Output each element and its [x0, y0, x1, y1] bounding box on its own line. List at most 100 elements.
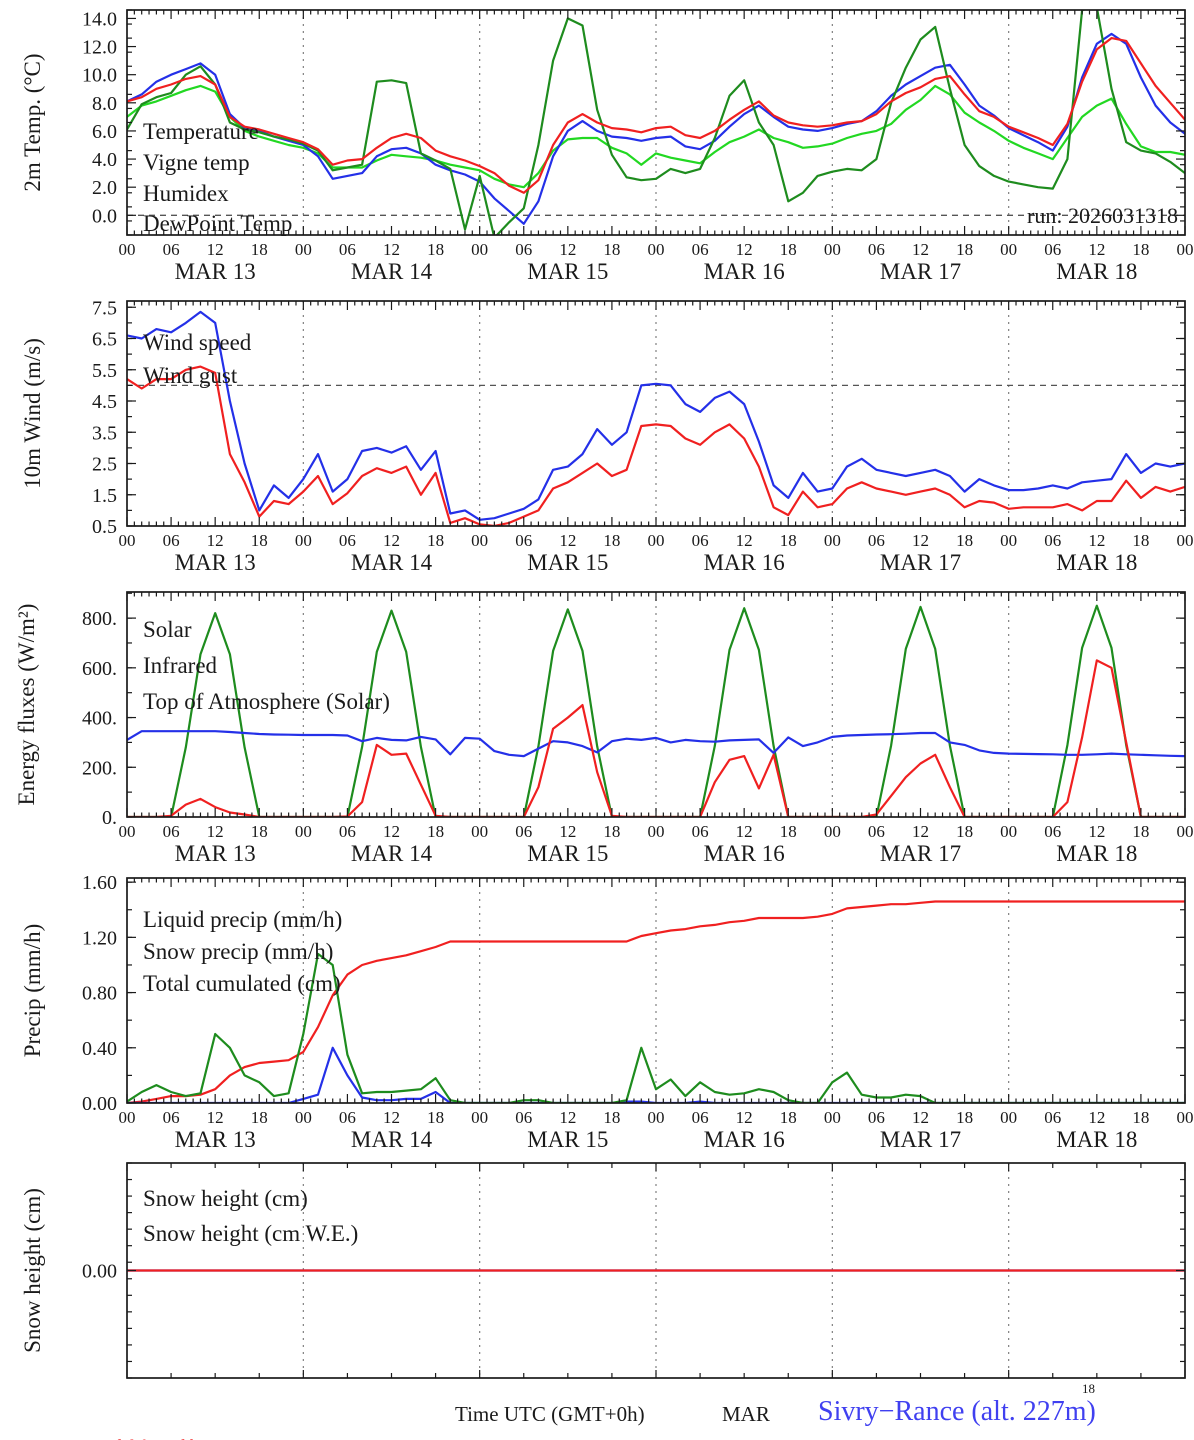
hour-tick-label: 12 — [736, 822, 753, 841]
hour-tick-label: 12 — [559, 822, 576, 841]
y-tick-label: 2.0 — [92, 177, 117, 199]
hour-tick-label: 12 — [1088, 822, 1105, 841]
day-label: MAR 18 — [1056, 1127, 1137, 1152]
x-ticks — [126, 592, 1186, 817]
legend-label: Top of Atmosphere (Solar) — [143, 689, 390, 714]
time-axis-label: Time UTC (GMT+0h) — [455, 1402, 645, 1426]
hour-tick-label: 12 — [383, 1108, 400, 1127]
hour-tick-label: 18 — [427, 822, 444, 841]
hour-tick-label: 12 — [207, 240, 224, 259]
hour-tick-label: 00 — [824, 1108, 841, 1127]
day-label: MAR 16 — [704, 841, 785, 866]
series-humidex — [127, 32, 1185, 225]
y-tick-label: 10.0 — [82, 65, 117, 87]
day-label: MAR 13 — [175, 550, 256, 575]
hour-tick-label: 06 — [1044, 822, 1061, 841]
hour-tick-label: 00 — [648, 1108, 665, 1127]
axis-title-snow-height: Snow height (cm) — [20, 1188, 45, 1353]
hour-tick-label: 18 — [780, 531, 797, 550]
panel-wind-10m: 0.5 1.5 2.5 3.5 4.5 5.5 6.5 7.5 00 06 12 18 00 06 12 18… — [20, 297, 1194, 575]
hour-tick-label: 06 — [339, 240, 356, 259]
hour-tick-label: 06 — [692, 1108, 709, 1127]
legend-label: Total cumulated (cm) — [143, 971, 341, 996]
axis-title-precipitation: Precip (mm/h) — [20, 924, 45, 1058]
panel-energy-fluxes: 0. 200. 400. 600. 800. 00 06 12 18 00 06 12 18 00 06 12… — [14, 591, 1194, 866]
legend-label: Solar — [143, 617, 192, 642]
legend-label: DewPoint Temp — [143, 211, 292, 236]
hour-tick-label: 06 — [515, 531, 532, 550]
hour-tick-label: 00 — [295, 1108, 312, 1127]
forecast-hour-superscript: 18 — [1082, 1381, 1095, 1396]
day-label: MAR 16 — [704, 550, 785, 575]
hour-tick-label: 00 — [295, 822, 312, 841]
hour-tick-label: 18 — [780, 240, 797, 259]
day-label: MAR 17 — [880, 259, 961, 284]
hour-tick-label: 00 — [648, 822, 665, 841]
hour-tick-label: 12 — [383, 822, 400, 841]
hour-tick-label: 12 — [383, 531, 400, 550]
hour-tick-label: 12 — [207, 531, 224, 550]
hour-tick-label: 00 — [1000, 531, 1017, 550]
hour-tick-label: 18 — [603, 531, 620, 550]
x-ticks — [126, 878, 1186, 1103]
hour-tick-label: 06 — [868, 822, 885, 841]
y-tick-label: 4.0 — [92, 149, 117, 171]
panel-precipitation: 0.00 0.40 0.80 1.20 1.60 00 06 12 18 00 06 12 18 00 06… — [20, 872, 1194, 1152]
station-label: Sivry−Rance (alt. 227m) — [818, 1396, 1096, 1427]
hour-tick-label: 06 — [1044, 531, 1061, 550]
run-label: run: 2026031318 — [1027, 203, 1178, 228]
y-tick-label: 0.5 — [92, 516, 117, 538]
y-ticks — [127, 9, 1185, 236]
axis-title-energy-fluxes: Energy fluxes (W/m²) — [14, 604, 39, 806]
hour-tick-label: 18 — [1132, 531, 1149, 550]
day-label: MAR 13 — [175, 1127, 256, 1152]
day-label: MAR 13 — [175, 841, 256, 866]
hour-tick-label: 18 — [251, 531, 268, 550]
hour-tick-label: 06 — [163, 1108, 180, 1127]
hour-tick-label: 06 — [692, 822, 709, 841]
hour-tick-label: 18 — [251, 1108, 268, 1127]
y-tick-label: 0.0 — [92, 205, 117, 227]
hour-tick-label: 06 — [515, 240, 532, 259]
hour-tick-label: 12 — [1088, 240, 1105, 259]
legend-label: Snow height (cm) — [143, 1186, 308, 1211]
hour-tick-label: 18 — [1132, 240, 1149, 259]
hour-tick-label: 12 — [912, 240, 929, 259]
hour-tick-label: 06 — [339, 531, 356, 550]
day-label: MAR 15 — [527, 550, 608, 575]
hour-tick-label: 00 — [471, 1108, 488, 1127]
legend-label: Infrared — [143, 653, 218, 678]
hour-tick-label: 06 — [339, 822, 356, 841]
hour-tick-label: 18 — [603, 822, 620, 841]
panel-snow-height: 0.00 Snow height (cm) Snow height (cm) Snow… — [20, 1162, 1186, 1379]
legend-label: Wind speed — [143, 330, 252, 355]
hour-tick-label: 00 — [824, 822, 841, 841]
legend-label: Liquid precip (mm/h) — [143, 907, 342, 932]
hour-tick-label: 00 — [1177, 240, 1194, 259]
day-label: MAR 13 — [175, 259, 256, 284]
axis-title-wind-10m: 10m Wind (m/s) — [20, 338, 45, 489]
panel-temperature-2m: 0.0 2.0 4.0 6.0 8.0 10.0 12.0 14.0 00 06 12 18 00 06 1… — [20, 8, 1194, 284]
legend-label: Snow precip (mm/h) — [143, 939, 333, 964]
day-label: MAR 15 — [527, 259, 608, 284]
hour-tick-label: 00 — [824, 240, 841, 259]
x-ticks — [126, 301, 1186, 526]
day-label: MAR 14 — [351, 841, 433, 866]
hour-tick-label: 12 — [1088, 1108, 1105, 1127]
hour-tick-label: 12 — [207, 822, 224, 841]
hour-tick-label: 18 — [956, 1108, 973, 1127]
hour-tick-label: 12 — [207, 1108, 224, 1127]
hour-tick-label: 18 — [956, 240, 973, 259]
hour-tick-label: 06 — [163, 822, 180, 841]
hour-tick-label: 18 — [780, 1108, 797, 1127]
legend-label: Vigne temp — [143, 150, 250, 175]
y-tick-label: 14.0 — [82, 8, 117, 30]
hour-tick-label: 00 — [648, 240, 665, 259]
hour-tick-label: 06 — [163, 531, 180, 550]
hour-tick-label: 00 — [1000, 822, 1017, 841]
hour-tick-label: 00 — [119, 240, 136, 259]
day-label: MAR 16 — [704, 259, 785, 284]
hour-tick-label: 06 — [515, 822, 532, 841]
